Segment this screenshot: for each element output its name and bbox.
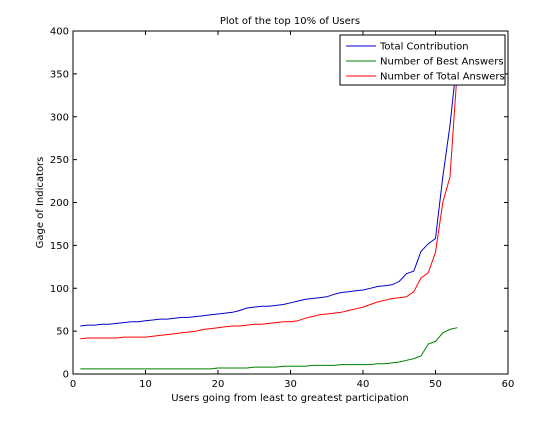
plot-area	[72, 30, 509, 375]
x-tick-label: 30	[284, 379, 297, 390]
legend-label-2: Number of Total Answers	[380, 72, 505, 83]
x-tick-label: 60	[502, 379, 515, 390]
chart-title: Plot of the top 10% of Users	[220, 16, 360, 27]
x-tick-label: 50	[429, 379, 442, 390]
x-tick-label: 10	[139, 379, 152, 390]
y-tick-label: 50	[56, 327, 69, 338]
series-line-0	[80, 56, 458, 327]
series-line-1	[80, 327, 458, 370]
x-tick-label: 20	[212, 379, 225, 390]
x-tick-label: 40	[357, 379, 370, 390]
y-tick-label: 150	[50, 241, 69, 252]
legend: Total Contribution Number of Best Answers…	[339, 34, 506, 86]
y-tick-label: 0	[63, 370, 69, 381]
series-lines	[80, 56, 458, 370]
legend-box	[339, 34, 506, 86]
y-tick-label: 100	[50, 284, 69, 295]
legend-label-1: Number of Best Answers	[380, 57, 504, 68]
y-tick-label: 400	[50, 27, 69, 38]
y-tick-label: 350	[50, 69, 69, 80]
y-tick-label: 250	[50, 155, 69, 166]
axis-ticks: 0 10 20 30 40 50 60 0 50 100 150 200 250 300 350 400	[50, 27, 514, 391]
y-axis-label: Gage of Indicators	[35, 157, 46, 249]
x-tick-label: 0	[70, 379, 76, 390]
y-tick-label: 300	[50, 112, 69, 123]
legend-label-0: Total Contribution	[379, 42, 469, 53]
series-line-2	[80, 69, 458, 340]
y-tick-label: 200	[50, 198, 69, 209]
x-axis-label: Users going from least to greatest parti…	[171, 393, 408, 404]
